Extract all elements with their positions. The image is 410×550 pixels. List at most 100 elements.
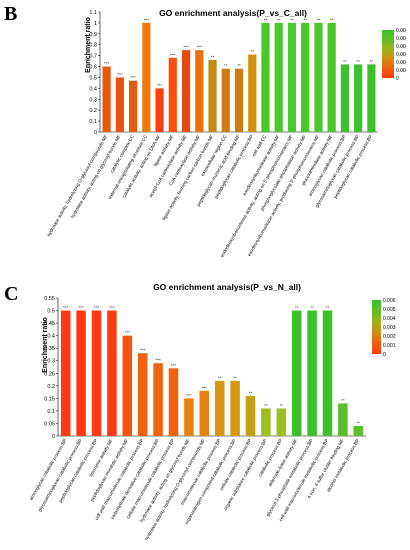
bar: [214, 380, 225, 436]
bar-significance-label: **: [290, 17, 294, 22]
colorbar-gradient: [372, 300, 381, 354]
bar-significance-label: **: [341, 398, 345, 403]
bar-significance-label: ***: [202, 385, 208, 390]
y-axis-label-b: Enrichment ratio: [85, 17, 92, 73]
y-tick-label: 0.8: [89, 43, 97, 49]
x-category-label: aldehyde-lyase activity:MF: [267, 438, 298, 488]
bar: [322, 310, 333, 436]
bar-significance-label: **: [330, 17, 334, 22]
bar: [234, 68, 244, 132]
y-tick-label: 0.45: [44, 321, 55, 327]
bar-significance-label: **: [277, 17, 281, 22]
bar-significance-label: **: [326, 305, 330, 310]
x-category-label: ligase activity, forming carbon-carbon b…: [161, 134, 214, 221]
bar-significance-label: ***: [171, 363, 177, 368]
bar-significance-label: **: [250, 49, 254, 54]
y-tick-label: 0.2: [47, 384, 55, 390]
y-tick-label: 0.1: [47, 409, 55, 415]
colorbar-tick-label: 0: [383, 352, 386, 358]
colorbar-tick-label: 0: [396, 76, 399, 82]
y-tick-label: 0.25: [44, 371, 55, 377]
bar: [245, 395, 256, 436]
bar: [137, 353, 148, 436]
y-tick-label: 0.15: [44, 396, 55, 402]
bar: [184, 398, 194, 436]
bar: [327, 22, 336, 133]
bar: [230, 380, 240, 436]
bar-significance-label: **: [233, 375, 237, 380]
y-tick-label: 0.1: [89, 119, 97, 125]
bar: [301, 22, 310, 133]
bar-significance-label: ***: [109, 305, 115, 310]
bar: [91, 310, 102, 436]
colorbar-gradient: [382, 30, 394, 78]
y-axis-label-c: Enrichment ratio: [42, 317, 49, 373]
bar: [208, 60, 217, 132]
bar: [261, 22, 270, 133]
y-tick-label: 0.35: [44, 346, 55, 352]
bar: [168, 368, 179, 436]
bar: [60, 310, 71, 436]
chart-title-c: GO enrichment analysis(P_vs_N_all): [153, 282, 301, 292]
colorbar-tick-label: 0.00: [396, 28, 406, 34]
bar: [102, 66, 111, 132]
bar: [155, 88, 164, 132]
bar-significance-label: **: [356, 59, 360, 64]
bar: [261, 408, 271, 436]
bar-significance-label: ***: [104, 61, 110, 66]
bar: [353, 425, 364, 436]
bar-significance-label: **: [343, 59, 347, 64]
colorbar-tick-label: 0.00: [396, 36, 406, 42]
bar: [199, 390, 210, 436]
panel-letter-b: B: [4, 3, 17, 25]
colorbar-tick-label: 0.00: [396, 60, 406, 66]
bar: [221, 68, 230, 132]
y-tick-label: 0: [94, 130, 97, 136]
y-tick-label: 0.55: [44, 296, 55, 302]
bar-significance-label: **: [224, 63, 228, 68]
y-tick-label: 0.3: [89, 97, 97, 103]
chart-title-b: GO enrichment analysis(P_vs_C_all): [159, 8, 307, 18]
bar-significance-label: **: [303, 17, 307, 22]
bar-significance-label: ***: [157, 83, 163, 88]
bar: [153, 363, 163, 436]
y-tick-label: 0.2: [89, 108, 97, 114]
bar: [195, 50, 204, 132]
bar-significance-label: **: [370, 59, 374, 64]
y-tick-label: 0.4: [89, 86, 97, 92]
chart-panel-b: B GO enrichment analysis(P_vs_C_all) Enr…: [4, 3, 406, 258]
colorbar-tick-label: 0.001: [383, 343, 396, 349]
y-tick-label: 1.1: [89, 10, 97, 16]
y-tick-label: 0.4: [47, 334, 55, 340]
y-tick-label: 1: [94, 21, 97, 27]
bar: [314, 22, 323, 133]
colorbar-tick-label: 0.006: [383, 298, 396, 304]
bar-significance-label: ***: [186, 393, 192, 398]
bar-significance-label: **: [211, 55, 215, 60]
bar-significance-label: **: [357, 420, 361, 425]
bar: [115, 77, 124, 132]
y-tick-label: 0.6: [89, 65, 97, 71]
panel-letter-c: C: [4, 283, 18, 305]
bar: [181, 50, 191, 132]
bar: [340, 64, 350, 132]
bar-significance-label: **: [317, 17, 321, 22]
colorbar-tick-label: 0.004: [383, 316, 396, 322]
colorbar-tick-label: 0.005: [383, 307, 396, 313]
bar-significance-label: ***: [63, 305, 69, 310]
colorbar-c: 0.006 0.005 0.004 0.003 0.002 0.001 0: [372, 298, 396, 358]
bar: [122, 335, 133, 436]
chart-panel-c: C GO enrichment analysis(P_vs_N_all) Enr…: [4, 282, 396, 541]
bar-significance-label: ***: [170, 52, 176, 57]
x-category-label: catalytic complex:CC: [109, 133, 135, 173]
colorbar-tick-label: 0.00: [396, 52, 406, 58]
bar-significance-label: ***: [94, 305, 100, 310]
bar-significance-label: ***: [144, 17, 150, 22]
colorbar-tick-label: 0.003: [383, 325, 396, 331]
y-tick-label: 0.9: [89, 32, 97, 38]
bar-significance-label: ***: [197, 45, 203, 50]
bar: [291, 310, 302, 436]
bar: [307, 310, 317, 436]
bar: [274, 22, 283, 133]
